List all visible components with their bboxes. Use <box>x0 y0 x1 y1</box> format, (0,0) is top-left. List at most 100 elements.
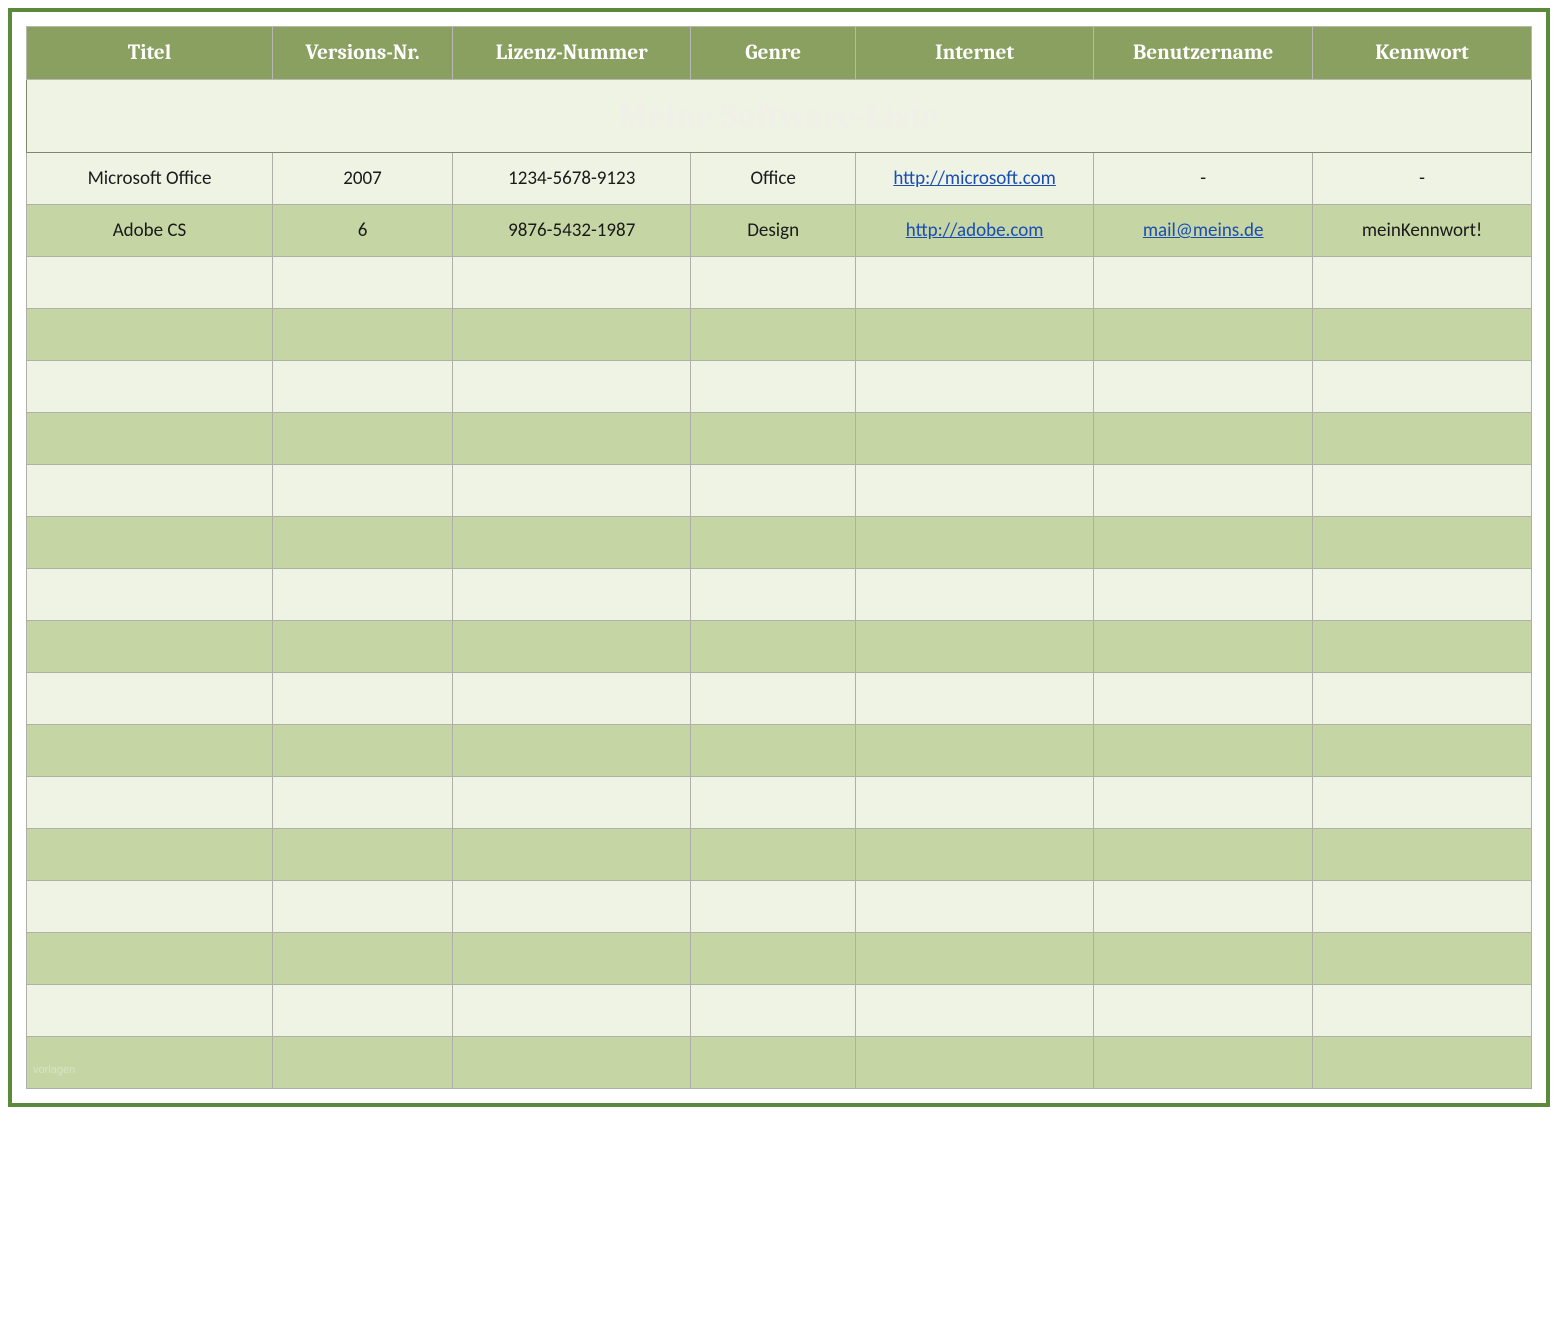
table-row-empty <box>27 413 1532 465</box>
cell-empty <box>691 725 856 777</box>
cell-empty <box>855 829 1093 881</box>
cell-kennwort: - <box>1313 153 1532 205</box>
cell-benutzer: mail@meins.de <box>1094 205 1313 257</box>
cell-empty <box>1094 1037 1313 1089</box>
cell-empty <box>691 881 856 933</box>
cell-empty <box>1094 361 1313 413</box>
link-benutzer[interactable]: mail@meins.de <box>1143 219 1264 242</box>
col-header-kennwort: Kennwort <box>1313 27 1532 80</box>
cell-empty <box>453 725 691 777</box>
table-row-empty <box>27 361 1532 413</box>
cell-empty <box>453 257 691 309</box>
col-header-lizenz: Lizenz-Nummer <box>453 27 691 80</box>
cell-empty <box>1094 725 1313 777</box>
cell-empty <box>27 673 273 725</box>
cell-empty <box>272 829 452 881</box>
cell-empty <box>453 517 691 569</box>
cell-empty <box>272 309 452 361</box>
cell-empty <box>1313 881 1532 933</box>
cell-empty <box>453 985 691 1037</box>
cell-empty <box>1094 829 1313 881</box>
cell-empty <box>691 933 856 985</box>
cell-empty <box>1313 361 1532 413</box>
cell-empty <box>27 309 273 361</box>
cell-empty <box>27 517 273 569</box>
cell-empty <box>1094 777 1313 829</box>
table-row-empty: vorlagen <box>27 1037 1532 1089</box>
cell-empty <box>855 673 1093 725</box>
cell-empty <box>27 985 273 1037</box>
cell-empty <box>691 621 856 673</box>
cell-empty <box>691 309 856 361</box>
cell-empty <box>1094 517 1313 569</box>
cell-empty <box>27 881 273 933</box>
table-row-empty <box>27 985 1532 1037</box>
cell-kennwort: meinKennwort! <box>1313 205 1532 257</box>
cell-empty <box>27 829 273 881</box>
cell-empty <box>27 361 273 413</box>
cell-empty <box>855 257 1093 309</box>
cell-genre: Design <box>691 205 856 257</box>
cell-empty <box>855 881 1093 933</box>
cell-empty <box>272 933 452 985</box>
cell-empty <box>272 569 452 621</box>
title-row: Meine Software-Liste <box>27 80 1532 153</box>
col-header-version: Versions-Nr. <box>272 27 452 80</box>
cell-empty <box>691 985 856 1037</box>
cell-empty <box>272 361 452 413</box>
cell-empty <box>453 309 691 361</box>
cell-empty <box>453 933 691 985</box>
table-row: Adobe CS69876-5432-1987Designhttp://adob… <box>27 205 1532 257</box>
table-row-empty <box>27 621 1532 673</box>
table-row-empty <box>27 309 1532 361</box>
cell-empty <box>855 413 1093 465</box>
cell-empty <box>691 829 856 881</box>
cell-empty <box>1094 933 1313 985</box>
cell-internet: http://adobe.com <box>855 205 1093 257</box>
cell-empty <box>691 1037 856 1089</box>
cell-empty <box>855 569 1093 621</box>
cell-empty <box>855 725 1093 777</box>
table-row-empty <box>27 673 1532 725</box>
cell-empty <box>1094 621 1313 673</box>
cell-empty <box>27 777 273 829</box>
cell-empty <box>1313 933 1532 985</box>
cell-empty <box>1313 465 1532 517</box>
cell-empty <box>691 257 856 309</box>
cell-empty <box>1313 985 1532 1037</box>
cell-empty <box>27 621 273 673</box>
table-row: Microsoft Office20071234-5678-9123Office… <box>27 153 1532 205</box>
cell-empty <box>1313 517 1532 569</box>
cell-empty <box>1313 257 1532 309</box>
cell-empty <box>27 725 273 777</box>
cell-empty <box>691 361 856 413</box>
cell-empty <box>453 881 691 933</box>
cell-empty <box>855 621 1093 673</box>
cell-empty <box>272 517 452 569</box>
table-row-empty <box>27 933 1532 985</box>
link-internet[interactable]: http://adobe.com <box>906 219 1044 242</box>
cell-empty <box>272 985 452 1037</box>
cell-titel: Adobe CS <box>27 205 273 257</box>
cell-empty <box>453 621 691 673</box>
cell-empty <box>272 725 452 777</box>
cell-empty <box>855 1037 1093 1089</box>
cell-empty <box>1313 777 1532 829</box>
software-table: Meine Software-Liste TitelVersions-Nr.Li… <box>26 26 1532 1089</box>
cell-empty <box>27 933 273 985</box>
cell-empty <box>691 569 856 621</box>
cell-empty <box>1094 257 1313 309</box>
col-header-genre: Genre <box>691 27 856 80</box>
cell-empty <box>272 621 452 673</box>
cell-empty <box>855 361 1093 413</box>
cell-empty <box>1313 1037 1532 1089</box>
cell-empty <box>272 777 452 829</box>
col-header-benutzer: Benutzername <box>1094 27 1313 80</box>
cell-empty <box>272 673 452 725</box>
cell-titel: Microsoft Office <box>27 153 273 205</box>
cell-empty <box>27 413 273 465</box>
table-row-empty <box>27 465 1532 517</box>
cell-empty <box>1094 569 1313 621</box>
link-internet[interactable]: http://microsoft.com <box>893 167 1056 190</box>
cell-empty <box>855 465 1093 517</box>
